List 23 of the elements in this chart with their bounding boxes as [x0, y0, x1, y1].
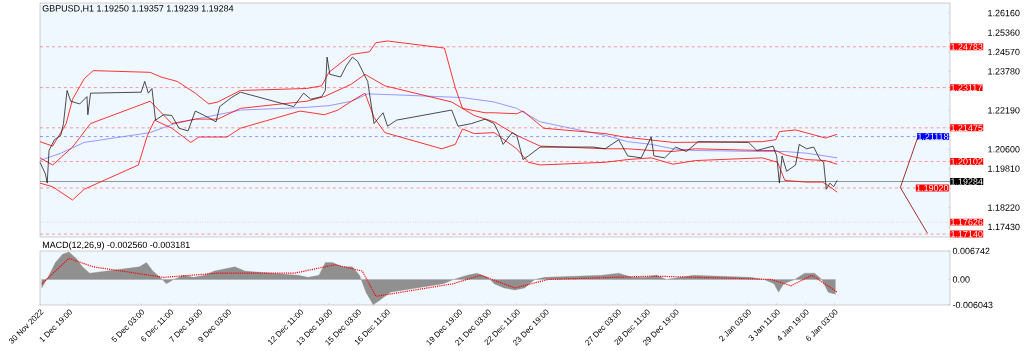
ref-line-label: 1.17140 [951, 230, 983, 238]
chart-title: MACD(12,26,9) -0.002560 -0.003181 [42, 241, 190, 250]
y-tick-label: 1.20600 [988, 146, 1020, 153]
ref-line-label: 1.20102 [951, 158, 983, 165]
y-tick-label: 1.22190 [988, 107, 1020, 114]
y-tick-label: 1.19810 [988, 165, 1020, 172]
y-tick-label: 1.17430 [988, 223, 1020, 231]
ref-line-label: 1.19020 [916, 184, 949, 192]
ref-line-label: 1.23117 [951, 84, 982, 91]
ref-line-label: 1.21475 [951, 124, 983, 132]
y-tick-label: -0.006043 [952, 301, 993, 309]
chart-title: GBPUSD,H1 1.19250 1.19357 1.19239 1.19284 [42, 5, 234, 13]
y-tick-label: 1.26160 [988, 9, 1020, 17]
ref-line-label: 1.21118 [918, 133, 949, 140]
y-tick-label: 1.23780 [988, 68, 1020, 75]
ref-line-label: 1.24783 [951, 43, 983, 50]
y-tick-label: 1.24570 [988, 48, 1020, 56]
y-tick-label: 1.25360 [988, 29, 1020, 36]
y-tick-label: 0.00 [952, 276, 970, 283]
y-tick-label: 0.006742 [952, 247, 990, 255]
ref-line-label: 1.19284 [951, 178, 983, 185]
y-tick-label: 1.18220 [988, 204, 1020, 211]
ref-line-label: 1.17626 [951, 218, 983, 226]
